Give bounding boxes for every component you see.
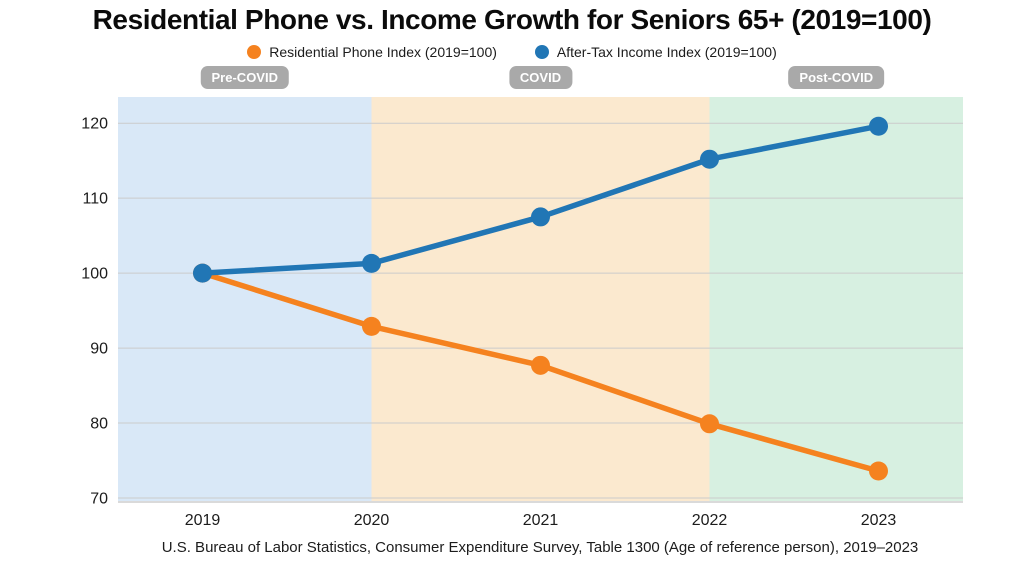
svg-text:2021: 2021	[523, 512, 559, 529]
legend-item-residential-phone: Residential Phone Index (2019=100)	[247, 44, 497, 60]
chart-title: Residential Phone vs. Income Growth for …	[92, 4, 932, 35]
svg-text:110: 110	[82, 191, 108, 208]
y-axis-tick-labels: 70 80 90 100 110 120	[81, 116, 108, 508]
data-point-marker	[531, 207, 550, 227]
region-badge-covid: COVID	[508, 66, 573, 89]
region-badge-pre-covid: Pre-COVID	[200, 66, 289, 89]
data-point-marker	[193, 263, 212, 283]
svg-text:120: 120	[81, 116, 108, 133]
svg-text:2020: 2020	[354, 512, 390, 529]
legend-marker-blue-icon	[534, 45, 549, 59]
legend-label-after-tax-income: After-Tax Income Index (2019=100)	[556, 44, 777, 60]
svg-text:80: 80	[90, 416, 108, 433]
data-point-marker	[531, 355, 550, 375]
region-badge-post-covid: Post-COVID	[788, 66, 885, 89]
svg-text:100: 100	[81, 266, 108, 283]
data-point-marker	[869, 461, 888, 481]
legend-marker-orange-icon	[247, 45, 262, 59]
source-note: U.S. Bureau of Labor Statistics, Consume…	[161, 539, 919, 556]
svg-text:70: 70	[90, 491, 108, 508]
svg-text:2019: 2019	[185, 512, 221, 529]
region-band	[371, 97, 710, 501]
data-point-marker	[700, 414, 719, 434]
data-point-marker	[700, 149, 719, 169]
data-point-marker	[362, 316, 381, 336]
legend-item-after-tax-income: After-Tax Income Index (2019=100)	[534, 44, 777, 60]
svg-text:90: 90	[90, 341, 108, 358]
region-band	[709, 97, 963, 501]
data-point-marker	[869, 116, 888, 136]
series-after-tax-income	[193, 116, 888, 283]
svg-text:2022: 2022	[692, 512, 728, 529]
region-band	[118, 97, 372, 501]
legend: Residential Phone Index (2019=100) After…	[0, 44, 1024, 60]
svg-text:2023: 2023	[861, 512, 897, 529]
legend-label-residential-phone: Residential Phone Index (2019=100)	[269, 44, 497, 60]
gridlines	[118, 122, 963, 499]
data-point-marker	[362, 253, 381, 273]
x-axis-tick-labels: 2019 2020 2021 2022 2023	[185, 512, 897, 529]
